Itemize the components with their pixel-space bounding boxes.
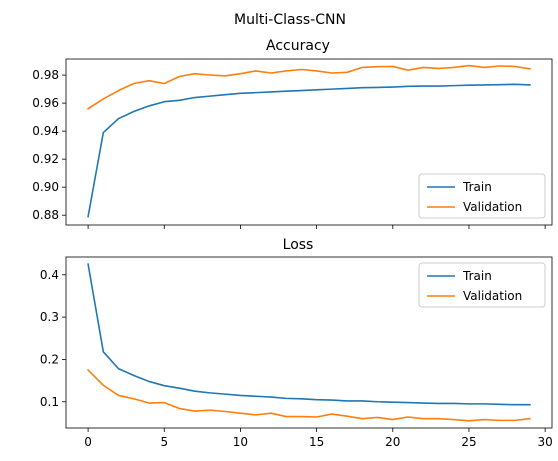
loss-title: Loss xyxy=(283,237,314,253)
loss-legend-label-train: Train xyxy=(462,269,492,283)
accuracy-y-tick-label: 0.88 xyxy=(32,208,59,222)
loss-x-tick-label: 20 xyxy=(385,435,400,449)
accuracy-axes-frame xyxy=(65,58,553,226)
accuracy-legend-label-validation: Validation xyxy=(463,200,522,214)
accuracy-title: Accuracy xyxy=(266,38,330,54)
accuracy-series-line-train xyxy=(87,83,531,218)
accuracy-y-tick-label: 0.98 xyxy=(32,68,59,82)
loss-y-tick-label: 0.3 xyxy=(40,310,59,324)
loss-x-tick-label: 15 xyxy=(309,435,324,449)
accuracy-legend-label-train: Train xyxy=(462,180,492,194)
loss-y-tick-label: 0.1 xyxy=(40,395,59,409)
loss-x-tick-label: 25 xyxy=(461,435,476,449)
loss-x-tick-label: 30 xyxy=(538,435,553,449)
loss-x-tick-label: 0 xyxy=(84,435,92,449)
accuracy-series-line-validation xyxy=(86,64,531,110)
loss-y-tick-label: 0.2 xyxy=(40,352,59,366)
figure-suptitle: Multi-Class-CNN xyxy=(234,12,346,28)
loss-x-tick-label: 5 xyxy=(160,435,168,449)
accuracy-y-tick-label: 0.90 xyxy=(32,180,59,194)
accuracy-y-tick-label: 0.92 xyxy=(32,152,59,166)
loss-axes-frame xyxy=(65,256,553,429)
accuracy-subplot: Accuracy 0.88 0.90 0.92 0.94 0.96 0.98 Train Va… xyxy=(32,38,553,229)
accuracy-y-tick-label: 0.94 xyxy=(32,124,59,138)
loss-series-line-validation xyxy=(86,368,531,422)
accuracy-y-tick-label: 0.96 xyxy=(32,96,59,110)
loss-x-tick-label: 10 xyxy=(233,435,248,449)
loss-series-line-train xyxy=(87,263,531,406)
loss-legend-label-validation: Validation xyxy=(463,289,522,303)
loss-subplot: Loss 0 5 10 15 20 25 30 0.1 0.2 0.3 0.4 Train Valida… xyxy=(40,237,553,449)
loss-y-tick-label: 0.4 xyxy=(40,268,59,282)
